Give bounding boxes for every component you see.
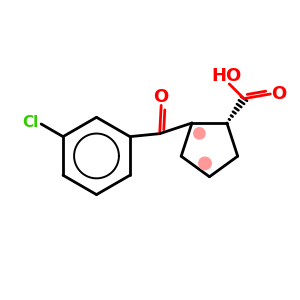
Circle shape	[199, 157, 211, 170]
Text: O: O	[154, 88, 169, 106]
Text: O: O	[272, 85, 287, 103]
Text: Cl: Cl	[22, 115, 39, 130]
Circle shape	[194, 128, 205, 139]
Text: HO: HO	[211, 67, 242, 85]
